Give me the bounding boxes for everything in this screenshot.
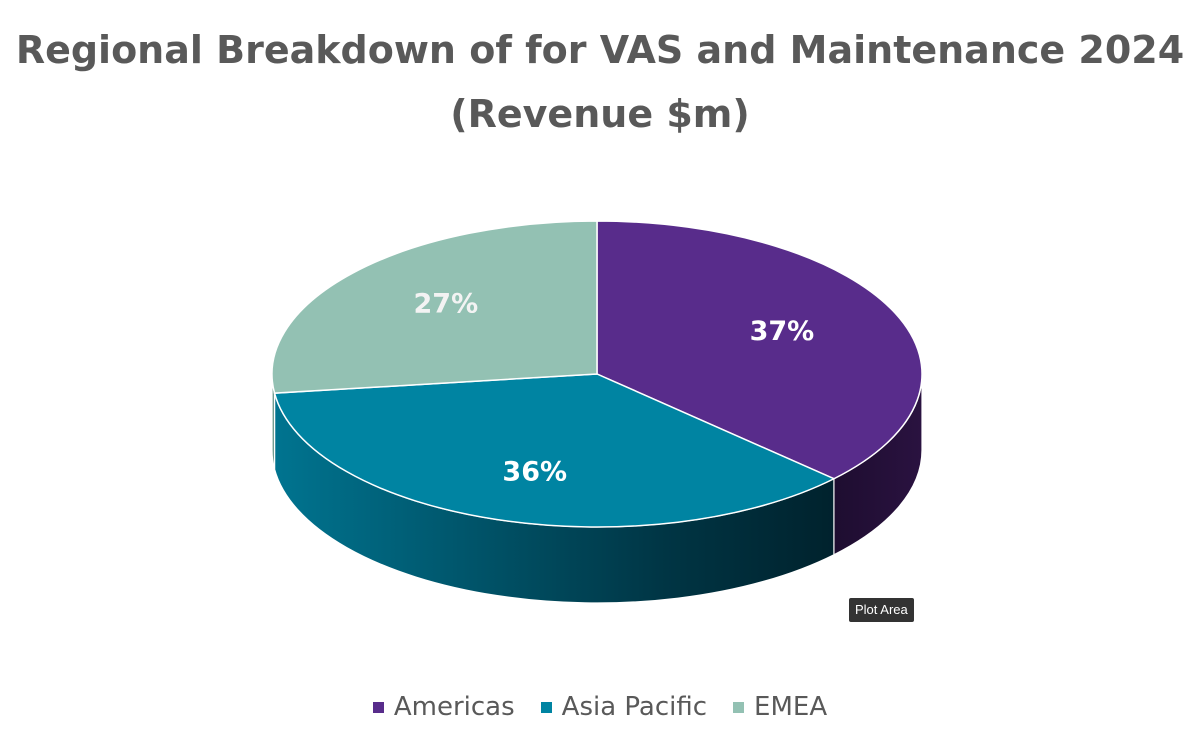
pie-slice-americas[interactable] xyxy=(596,220,923,480)
chart-title: Regional Breakdown of for VAS and Mainte… xyxy=(15,28,1185,72)
legend-label-emea: EMEA xyxy=(754,692,828,722)
legend-label-asia-pacific: Asia Pacific xyxy=(561,692,708,722)
data-label-emea: 27% xyxy=(414,289,479,320)
data-label-americas: 37% xyxy=(750,316,815,347)
legend-swatch-asia-pacific xyxy=(540,701,552,713)
legend-item-americas[interactable]: Americas xyxy=(372,692,515,722)
legend: Americas Asia Pacific EMEA xyxy=(0,692,1200,722)
legend-item-asia-pacific[interactable]: Asia Pacific xyxy=(540,692,708,722)
pie-slice-asia-pacific[interactable] xyxy=(273,373,836,528)
legend-label-americas: Americas xyxy=(393,692,515,722)
legend-swatch-emea xyxy=(733,701,745,713)
chart-subtitle: (Revenue $m) xyxy=(450,92,750,136)
plot-area-tooltip: Plot Area xyxy=(849,598,914,622)
data-label-asia-pacific: 36% xyxy=(502,456,567,487)
legend-swatch-americas xyxy=(372,701,384,713)
pie-labels: 37% 36% 27% xyxy=(414,289,815,488)
legend-item-emea[interactable]: EMEA xyxy=(733,692,827,722)
pie-tops[interactable] xyxy=(271,220,923,528)
pie-slice-emea[interactable] xyxy=(271,220,598,394)
